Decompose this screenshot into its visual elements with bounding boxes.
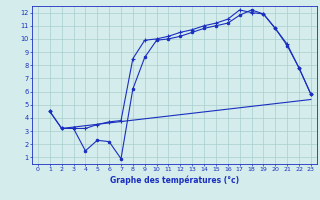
X-axis label: Graphe des températures (°c): Graphe des températures (°c) bbox=[110, 175, 239, 185]
